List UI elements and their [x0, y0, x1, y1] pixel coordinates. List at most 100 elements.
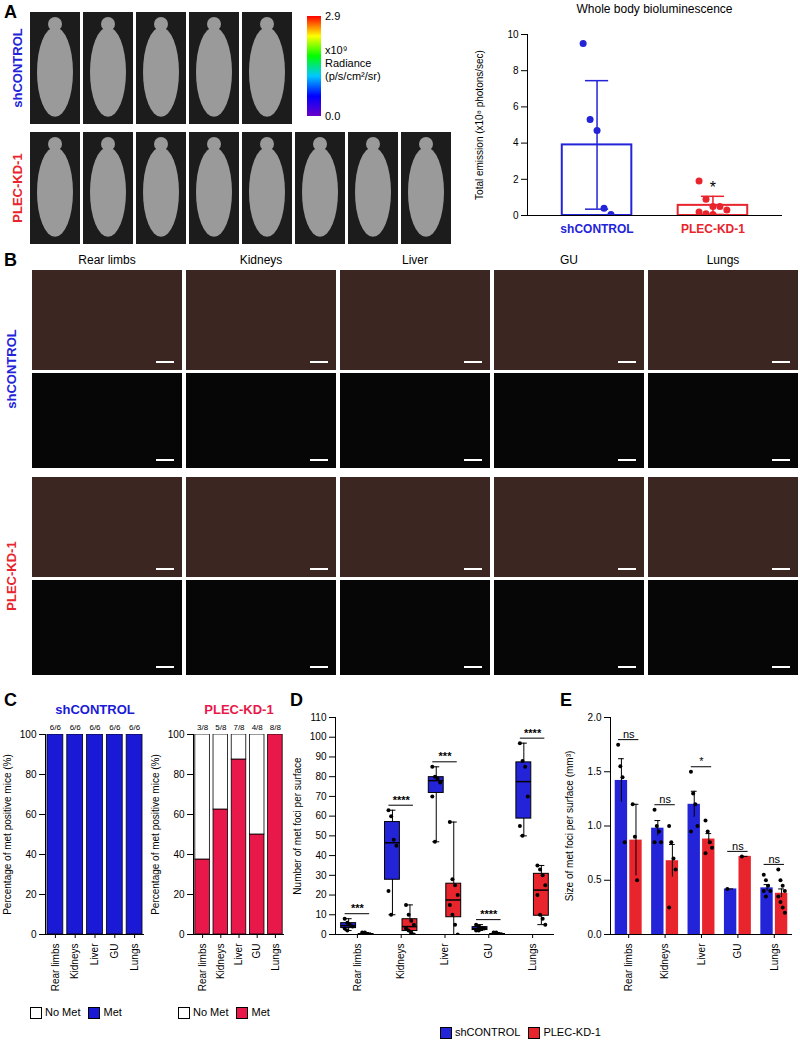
svg-text:****: **** [524, 727, 542, 739]
svg-text:2.0: 2.0 [588, 712, 602, 723]
svg-text:Kidneys: Kidneys [215, 944, 226, 980]
svg-text:***: *** [439, 750, 453, 762]
svg-text:Liver: Liver [439, 943, 450, 965]
svg-text:Liver: Liver [402, 253, 428, 267]
svg-text:70: 70 [315, 791, 327, 802]
svg-text:Lungs: Lungs [769, 944, 780, 971]
svg-text:GU: GU [732, 944, 743, 959]
svg-text:ns: ns [623, 728, 635, 740]
svg-text:Rear limbs: Rear limbs [197, 944, 208, 992]
svg-text:Kidneys: Kidneys [659, 944, 670, 980]
svg-text:*: * [710, 179, 716, 196]
svg-text:80: 80 [315, 771, 327, 782]
svg-text:50: 50 [315, 830, 327, 841]
svg-text:Lungs: Lungs [707, 253, 740, 267]
svg-text:PLEC-KD-1: PLEC-KD-1 [204, 702, 273, 717]
svg-text:1.5: 1.5 [588, 766, 602, 777]
svg-text:5/8: 5/8 [215, 723, 227, 732]
svg-text:6/6: 6/6 [70, 723, 82, 732]
svg-text:1.0: 1.0 [588, 820, 602, 831]
svg-text:ns: ns [768, 853, 780, 865]
svg-text:Kidneys: Kidneys [240, 253, 283, 267]
svg-text:20: 20 [25, 889, 37, 900]
html-text:Whole body bioluminescence: Whole body bioluminescence [576, 2, 733, 16]
svg-text:GU: GU [560, 253, 578, 267]
svg-text:GU: GU [109, 944, 120, 959]
svg-text:Rear limbs: Rear limbs [50, 944, 61, 992]
svg-text:(p/s/cm²/sr): (p/s/cm²/sr) [325, 70, 381, 82]
svg-text:10: 10 [315, 909, 327, 920]
svg-text:30: 30 [315, 870, 327, 881]
svg-text:40: 40 [315, 850, 327, 861]
svg-text:****: **** [393, 794, 411, 806]
svg-text:20: 20 [315, 889, 327, 900]
svg-text:Lungs: Lungs [270, 944, 281, 971]
svg-text:6/6: 6/6 [109, 723, 121, 732]
svg-text:6/6: 6/6 [89, 723, 101, 732]
svg-text:100: 100 [168, 729, 185, 740]
svg-text:2.9: 2.9 [325, 10, 340, 22]
svg-text:3/8: 3/8 [197, 723, 209, 732]
svg-text:Lungs: Lungs [129, 944, 140, 971]
svg-text:PLEC-KD-1: PLEC-KD-1 [681, 222, 745, 236]
svg-text:8: 8 [513, 65, 519, 76]
svg-text:2: 2 [513, 174, 519, 185]
svg-text:ns: ns [659, 793, 671, 805]
svg-text:shCONTROL: shCONTROL [560, 222, 633, 236]
svg-text:0: 0 [179, 929, 185, 940]
svg-text:shCONTROL: shCONTROL [4, 329, 19, 409]
svg-text:4/8: 4/8 [252, 723, 264, 732]
svg-text:80: 80 [25, 769, 37, 780]
svg-text:Liver: Liver [233, 943, 244, 965]
svg-text:4: 4 [513, 137, 519, 148]
svg-text:0.5: 0.5 [588, 874, 602, 885]
svg-text:Kidneys: Kidneys [69, 944, 80, 980]
svg-text:Radiance: Radiance [325, 57, 371, 69]
svg-text:40: 40 [25, 849, 37, 860]
svg-text:10: 10 [507, 29, 519, 40]
svg-text:Rear limbs: Rear limbs [78, 253, 135, 267]
svg-text:80: 80 [173, 769, 185, 780]
svg-text:90: 90 [315, 751, 327, 762]
svg-text:100: 100 [310, 731, 327, 742]
svg-text:***: *** [351, 902, 365, 914]
svg-text:6: 6 [513, 101, 519, 112]
svg-text:PLEC-KD-1: PLEC-KD-1 [4, 541, 19, 610]
svg-text:Liver: Liver [89, 943, 100, 965]
svg-text:Rear limbs: Rear limbs [352, 944, 363, 992]
svg-text:60: 60 [315, 810, 327, 821]
svg-text:GU: GU [483, 944, 494, 959]
svg-text:60: 60 [25, 809, 37, 820]
svg-text:Number of met foci per surface: Number of met foci per surface [292, 757, 303, 895]
svg-text:Percentage of met positive mic: Percentage of met positive mice (%) [150, 754, 161, 915]
svg-text:PLEC-KD-1: PLEC-KD-1 [10, 153, 25, 222]
svg-text:shCONTROL: shCONTROL [10, 28, 25, 108]
svg-text:****: **** [480, 908, 498, 920]
svg-text:ns: ns [732, 840, 744, 852]
svg-text:GU: GU [251, 944, 262, 959]
svg-text:60: 60 [173, 809, 185, 820]
svg-text:0.0: 0.0 [325, 110, 340, 122]
svg-text:7/8: 7/8 [233, 723, 245, 732]
svg-text:Rear limbs: Rear limbs [623, 944, 634, 992]
svg-text:0: 0 [513, 210, 519, 221]
svg-text:Kidneys: Kidneys [395, 944, 406, 980]
svg-text:Size of met foci per surface (: Size of met foci per surface (mm³) [564, 751, 575, 902]
svg-text:Liver: Liver [696, 943, 707, 965]
svg-text:Lungs: Lungs [527, 944, 538, 971]
svg-text:20: 20 [173, 889, 185, 900]
svg-text:0: 0 [321, 929, 327, 940]
svg-text:Percentage of met positive mic: Percentage of met positive mice (%) [2, 754, 13, 915]
svg-text:0.0: 0.0 [588, 929, 602, 940]
svg-text:110: 110 [311, 712, 327, 723]
svg-text:6/6: 6/6 [129, 723, 141, 732]
svg-text:8/8: 8/8 [270, 723, 282, 732]
svg-text:40: 40 [173, 849, 185, 860]
svg-text:*: * [699, 755, 704, 767]
svg-text:x10⁹: x10⁹ [325, 44, 347, 56]
svg-text:Total emission (x10⁸ photons/s: Total emission (x10⁸ photons/sec) [474, 50, 485, 200]
svg-text:6/6: 6/6 [50, 723, 62, 732]
svg-text:shCONTROL: shCONTROL [55, 702, 135, 717]
svg-text:0: 0 [31, 929, 37, 940]
svg-text:100: 100 [20, 729, 37, 740]
